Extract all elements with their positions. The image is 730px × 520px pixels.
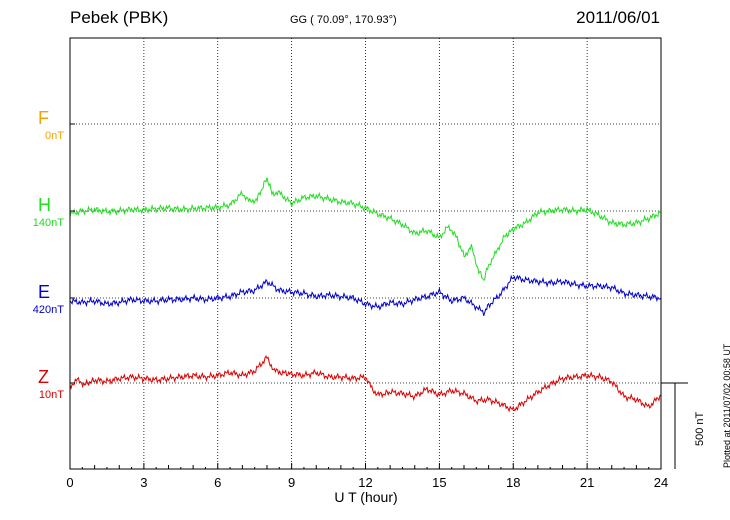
- series-offset-f: 0nT: [45, 130, 64, 142]
- x-axis-label: U T (hour): [334, 489, 397, 505]
- series-offset-h: 140nT: [32, 217, 64, 229]
- x-tick-label: 12: [358, 475, 372, 490]
- series-name-e: E: [38, 282, 51, 302]
- scale-bar-label: 500 nT: [694, 411, 706, 446]
- series-name-z: Z: [38, 367, 49, 387]
- series-line-e: [69, 274, 662, 316]
- series-line-h: [69, 177, 662, 281]
- series-offset-z: 10nT: [38, 389, 64, 401]
- series-name-h: H: [38, 195, 51, 215]
- series-offset-e: 420nT: [32, 304, 64, 316]
- x-tick-label: 15: [432, 475, 446, 490]
- grid: [70, 38, 661, 469]
- x-tick-label: 24: [654, 475, 668, 490]
- station-title: Pebek (PBK): [70, 8, 169, 27]
- scale-bar: [661, 382, 688, 469]
- x-tick-label: 18: [506, 475, 520, 490]
- x-tick-label: 21: [580, 475, 594, 490]
- x-tick-label: 6: [214, 475, 221, 490]
- series-line-z: [69, 355, 662, 413]
- x-tick-label: 0: [66, 475, 73, 490]
- x-tick-label: 9: [288, 475, 295, 490]
- x-ticks: 0 3 6 9 12 15 18 21 24: [66, 123, 668, 490]
- series-name-f: F: [38, 108, 49, 128]
- date-label: 2011/06/01: [576, 8, 660, 27]
- plotted-timestamp: Plotted at 2011/07/02 00:58 UT: [722, 343, 730, 468]
- station-coordinates: GG ( 70.09°, 170.93°): [290, 14, 397, 26]
- x-tick-label: 3: [140, 475, 147, 490]
- series-lines: [69, 177, 662, 413]
